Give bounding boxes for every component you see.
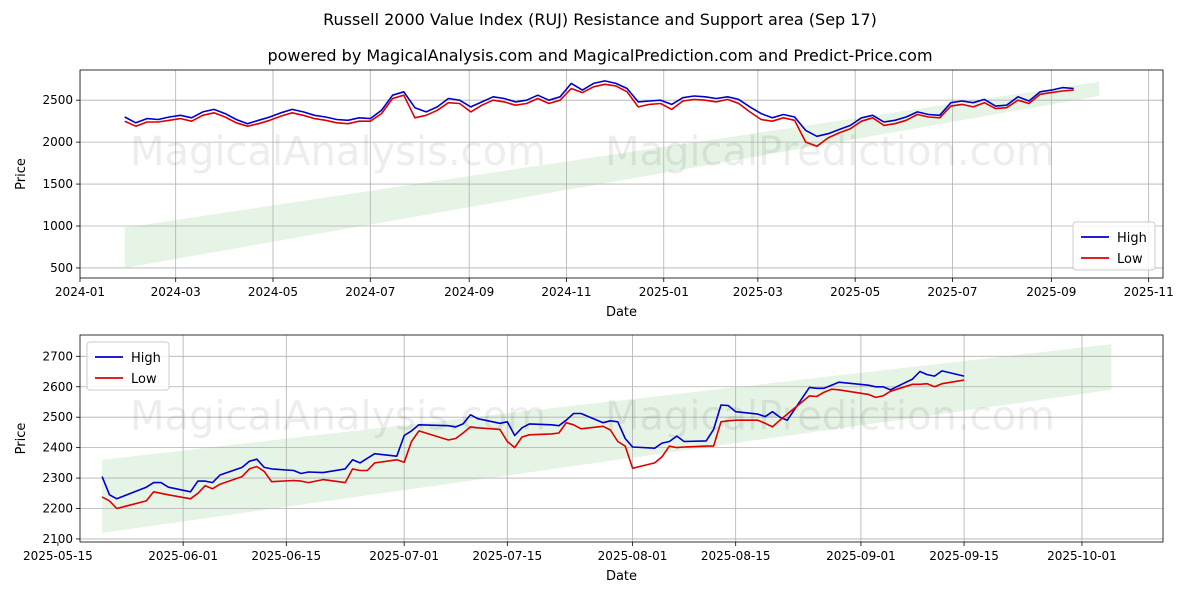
y-tick-label: 500 [50,261,73,275]
x-tick-label: 2025-01 [639,285,689,299]
x-tick-label: 2025-09-15 [929,549,999,563]
y-tick-label: 1500 [42,177,73,191]
chart-title: Russell 2000 Value Index (RUJ) Resistanc… [323,10,877,29]
y-tick-label: 2300 [42,471,73,485]
watermark-text: MagicalPrediction.com [605,394,1055,440]
y-tick-label: 2200 [42,502,73,516]
series-line-low [124,83,1074,148]
y-tick-label: 2500 [42,93,73,107]
chart-panel-2: MagicalAnalysis.com MagicalPrediction.com… [14,334,1164,584]
y-tick-label: 2700 [42,349,73,363]
x-tick-label: 2025-05-15 [23,549,93,563]
y-tick-label: 2100 [42,532,73,546]
legend-label-low: Low [1117,252,1143,267]
legend-label-high: High [131,351,161,366]
x-tick-label: 2025-11 [1124,285,1174,299]
x-tick-label: 2025-08-15 [701,549,771,563]
y-tick-label: 2000 [42,135,73,149]
x-tick-label: 2024-11 [541,285,591,299]
series-line-high [124,80,1074,138]
x-tick-label: 2024-09 [444,285,494,299]
x-axis-label: Date [606,569,637,584]
legend-label-high: High [1117,231,1147,246]
x-tick-label: 2025-03 [733,285,783,299]
chart-panel-1: MagicalAnalysis.com MagicalPrediction.com… [14,69,1174,320]
x-tick-label: 2025-08-01 [598,549,668,563]
y-axis-label: Price [14,158,29,190]
legend: High Low [1072,221,1156,271]
x-tick-label: 2024-01 [55,285,105,299]
legend-box [1072,221,1156,271]
legend: High Low [86,341,170,391]
x-tick-label: 2025-09-01 [826,549,896,563]
x-tick-label: 2024-05 [248,285,298,299]
watermark-text: MagicalAnalysis.com [130,129,546,175]
x-tick-label: 2024-07 [345,285,395,299]
chart-subtitle: powered by MagicalAnalysis.com and Magic… [267,46,933,65]
x-tick-label: 2025-05 [830,285,880,299]
x-tick-label: 2025-07-15 [472,549,542,563]
x-tick-label: 2025-09 [1026,285,1076,299]
plot-area: MagicalAnalysis.com MagicalPrediction.com [80,70,1163,278]
y-tick-label: 1000 [42,219,73,233]
watermark-text: MagicalPrediction.com [605,129,1055,175]
plot-frame [79,69,1164,279]
legend-box [86,341,170,391]
x-tick-label: 2025-07 [927,285,977,299]
series-line-high [101,370,965,500]
plot-area: MagicalAnalysis.com MagicalPrediction.com [80,335,1163,542]
x-tick-label: 2024-03 [151,285,201,299]
watermark-text: MagicalAnalysis.com [130,394,546,440]
legend-label-low: Low [131,372,157,387]
y-tick-label: 2600 [42,380,73,394]
plot-frame [79,334,1164,543]
x-tick-label: 2025-07-01 [369,549,439,563]
x-tick-label: 2025-06-01 [148,549,218,563]
x-tick-label: 2025-06-15 [251,549,321,563]
series-line-low [101,379,965,510]
support-resistance-band [102,344,1112,533]
y-tick-label: 2400 [42,441,73,455]
y-tick-label: 2500 [42,410,73,424]
x-tick-label: 2025-10-01 [1047,549,1117,563]
y-axis-label: Price [14,423,29,455]
x-axis-label: Date [606,305,637,320]
